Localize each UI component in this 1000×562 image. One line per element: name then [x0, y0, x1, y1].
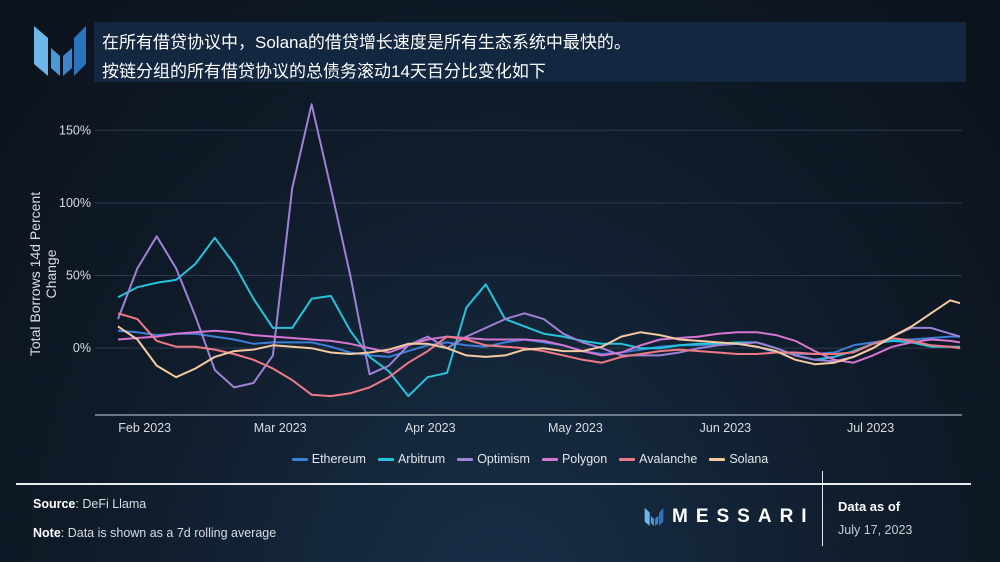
- legend-item-ethereum[interactable]: Ethereum: [291, 452, 366, 466]
- legend: Ethereum Arbitrum Optimism Polygon Avalanche…: [0, 452, 1000, 466]
- legend-label: Optimism: [477, 452, 530, 466]
- y-tick-label: 50%: [66, 269, 91, 283]
- series-line-solana: [117, 299, 961, 379]
- legend-swatch: [377, 457, 394, 461]
- legend-label: Ethereum: [311, 452, 366, 466]
- y-tick-label: 0%: [73, 341, 91, 355]
- legend-label: Avalanche: [639, 452, 698, 466]
- chart-title-line-2: 按链分组的所有借贷协议的总债务滚动14天百分比变化如下: [102, 62, 546, 81]
- x-tick-label: May 2023: [548, 421, 603, 435]
- x-tick-label: Jul 2023: [847, 421, 894, 435]
- x-tick-label: Feb 2023: [118, 421, 171, 435]
- messari-logo-icon: [34, 26, 86, 76]
- legend-swatch: [457, 457, 474, 461]
- series-line-avalanche: [117, 312, 961, 398]
- legend-swatch: [709, 457, 726, 461]
- title-banner: 在所有借贷协议中，Solana的借贷增长速度是所有生态系统中最快的。 按链分组的…: [94, 22, 966, 82]
- data-as-of-date: July 17, 2023: [838, 523, 913, 537]
- chart-title-line-1: 在所有借贷协议中，Solana的借贷增长速度是所有生态系统中最快的。: [102, 33, 631, 52]
- legend-item-optimism[interactable]: Optimism: [457, 452, 530, 466]
- data-as-of-label: Data as of: [838, 499, 901, 514]
- legend-swatch: [619, 457, 636, 461]
- footer-divider: [16, 483, 971, 485]
- y-tick-label: 150%: [59, 123, 91, 137]
- legend-label: Solana: [729, 452, 769, 466]
- series-line-optimism: [117, 103, 961, 389]
- x-tick-label: Mar 2023: [254, 421, 307, 435]
- legend-swatch: [291, 457, 308, 461]
- series-line-polygon: [117, 329, 961, 364]
- note-value: Data is shown as a 7d rolling average: [67, 526, 277, 540]
- legend-item-polygon[interactable]: Polygon: [541, 452, 608, 466]
- x-tick-label: Jun 2023: [700, 421, 751, 435]
- messari-brand: MESSARI: [644, 506, 815, 528]
- brand-wordmark: MESSARI: [672, 506, 815, 527]
- legend-item-avalanche[interactable]: Avalanche: [619, 452, 697, 466]
- legend-label: Polygon: [561, 452, 608, 466]
- legend-swatch: [541, 457, 558, 461]
- data-note: Note: Data is shown as a 7d rolling aver…: [33, 526, 277, 540]
- source-value: DeFi Llama: [82, 497, 147, 511]
- source-label: Source: [33, 497, 76, 511]
- note-label: Note: [33, 526, 61, 540]
- legend-item-arbitrum[interactable]: Arbitrum: [377, 452, 446, 466]
- footer-vertical-divider: [822, 471, 823, 546]
- messari-small-logo-icon: [644, 508, 664, 526]
- x-tick-label: Apr 2023: [405, 421, 456, 435]
- legend-label: Arbitrum: [397, 452, 446, 466]
- legend-item-solana[interactable]: Solana: [709, 452, 768, 466]
- source-note: Source: DeFi Llama: [33, 497, 147, 511]
- y-tick-label: 100%: [59, 196, 91, 210]
